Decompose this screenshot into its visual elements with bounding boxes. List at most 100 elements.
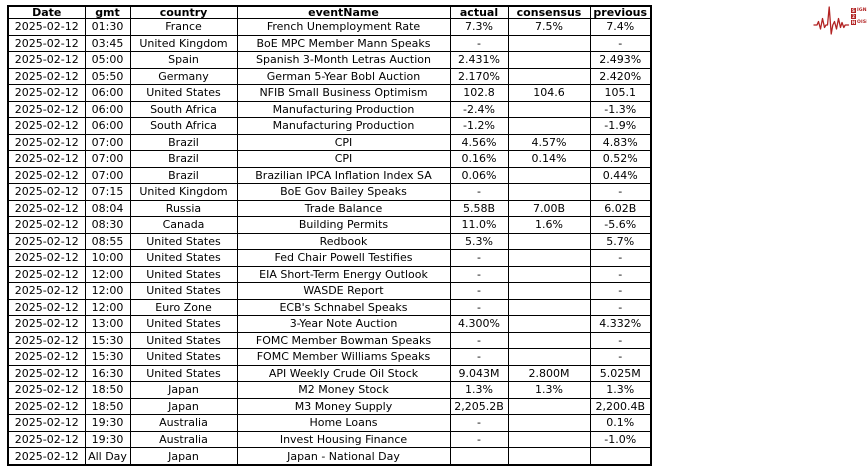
cell-actual: -	[449, 348, 509, 366]
cell-date: 2025-02-12	[7, 397, 86, 415]
cell-consensus: 1.6%	[507, 216, 591, 234]
cell-eventname: 3-Year Note Auction	[236, 315, 451, 333]
table-row: 2025-02-12 01:30 France French Unemployment…	[7, 18, 652, 36]
cell-consensus	[507, 315, 591, 333]
cell-date: 2025-02-12	[7, 199, 86, 217]
cell-gmt: 16:30	[84, 364, 131, 382]
column-header-eventname: eventName	[236, 5, 451, 19]
cell-eventname: EIA Short-Term Energy Outlook	[236, 265, 451, 283]
cell-actual: 2.431%	[449, 51, 509, 69]
cell-previous: -	[589, 348, 652, 366]
cell-previous: 5.025M	[589, 364, 652, 382]
cell-eventname: Brazilian IPCA Inflation Index SA	[236, 166, 451, 184]
cell-country: Russia	[129, 199, 238, 217]
cell-date: 2025-02-12	[7, 166, 86, 184]
cell-gmt: 06:00	[84, 84, 131, 102]
cell-previous: -	[589, 265, 652, 283]
column-header-country: country	[129, 5, 238, 19]
cell-previous: -	[589, 282, 652, 300]
cell-consensus	[507, 331, 591, 349]
cell-country: United States	[129, 84, 238, 102]
cell-consensus: 104.6	[507, 84, 591, 102]
cell-country: Spain	[129, 51, 238, 69]
table-row: 2025-02-12 15:30 United States FOMC Member …	[7, 348, 652, 366]
table-row: 2025-02-12 08:04 Russia Trade Balance 5.58B 7…	[7, 199, 652, 217]
signal2noise-logo: S IGNAL 2 N OISE	[813, 4, 867, 36]
table-row: 2025-02-12 10:00 United States Fed Chair Po…	[7, 249, 652, 267]
cell-eventname: Japan - National Day	[236, 447, 451, 466]
cell-eventname: CPI	[236, 150, 451, 168]
cell-country: Japan	[129, 381, 238, 399]
cell-previous: 2.420%	[589, 67, 652, 85]
table-row: 2025-02-12 08:55 United States Redbook 5.3% 5…	[7, 232, 652, 250]
cell-consensus	[507, 265, 591, 283]
cell-previous: 1.3%	[589, 381, 652, 399]
cell-gmt: 19:30	[84, 414, 131, 432]
cell-eventname: Spanish 3-Month Letras Auction	[236, 51, 451, 69]
cell-previous: 4.83%	[589, 133, 652, 151]
table-row: 2025-02-12 15:30 United States FOMC Member …	[7, 331, 652, 349]
cell-eventname: Invest Housing Finance	[236, 430, 451, 448]
table-row: 2025-02-12 07:00 Brazil Brazilian IPCA Infl…	[7, 166, 652, 184]
cell-date: 2025-02-12	[7, 232, 86, 250]
cell-date: 2025-02-12	[7, 447, 86, 466]
economic-calendar-table: Date gmt country eventName actual consensus pr…	[7, 5, 652, 466]
cell-consensus: 7.00B	[507, 199, 591, 217]
table-row: 2025-02-12 05:00 Spain Spanish 3-Month Letr…	[7, 51, 652, 69]
cell-consensus	[507, 397, 591, 415]
cell-actual: -	[449, 34, 509, 52]
cell-gmt: 18:50	[84, 381, 131, 399]
cell-date: 2025-02-12	[7, 51, 86, 69]
cell-date: 2025-02-12	[7, 414, 86, 432]
table-row: 2025-02-12 07:15 United Kingdom BoE Gov Bai…	[7, 183, 652, 201]
cell-date: 2025-02-12	[7, 67, 86, 85]
table-row: 2025-02-12 13:00 United States 3-Year Note …	[7, 315, 652, 333]
cell-date: 2025-02-12	[7, 430, 86, 448]
cell-eventname: Manufacturing Production	[236, 117, 451, 135]
table-row: 2025-02-12 12:00 United States WASDE Report…	[7, 282, 652, 300]
heartbeat-icon	[813, 6, 850, 35]
cell-eventname: FOMC Member Williams Speaks	[236, 348, 451, 366]
cell-eventname: BoE MPC Member Mann Speaks	[236, 34, 451, 52]
cell-consensus	[507, 282, 591, 300]
cell-date: 2025-02-12	[7, 249, 86, 267]
cell-eventname: M2 Money Stock	[236, 381, 451, 399]
cell-consensus: 7.5%	[507, 18, 591, 36]
cell-eventname: ECB's Schnabel Speaks	[236, 298, 451, 316]
cell-previous: -1.3%	[589, 100, 652, 118]
cell-date: 2025-02-12	[7, 18, 86, 36]
cell-gmt: 10:00	[84, 249, 131, 267]
cell-gmt: 01:30	[84, 18, 131, 36]
cell-country: United States	[129, 348, 238, 366]
cell-gmt: 12:00	[84, 298, 131, 316]
cell-consensus: 4.57%	[507, 133, 591, 151]
cell-actual: -	[449, 430, 509, 448]
table-row: 2025-02-12 All Day Japan Japan - National D…	[7, 447, 652, 466]
cell-actual: -	[449, 249, 509, 267]
logo-letter-2: 2	[851, 14, 856, 19]
cell-gmt: 08:04	[84, 199, 131, 217]
cell-consensus: 2.800M	[507, 364, 591, 382]
cell-eventname: FOMC Member Bowman Speaks	[236, 331, 451, 349]
table-row: 2025-02-12 06:00 United States NFIB Small B…	[7, 84, 652, 102]
table-body: 2025-02-12 01:30 France French Unemployment…	[7, 18, 652, 466]
cell-actual: -	[449, 282, 509, 300]
table-row: 2025-02-12 05:50 Germany German 5-Year Bobl…	[7, 67, 652, 85]
cell-previous: -	[589, 331, 652, 349]
table-row: 2025-02-12 06:00 South Africa Manufacturing…	[7, 117, 652, 135]
logo-line1-rest: IGNAL	[857, 8, 867, 13]
cell-actual: -	[449, 298, 509, 316]
cell-previous: 2.493%	[589, 51, 652, 69]
cell-actual: -2.4%	[449, 100, 509, 118]
cell-actual: -	[449, 183, 509, 201]
cell-country: United States	[129, 315, 238, 333]
column-header-date: Date	[7, 5, 86, 19]
cell-country: Brazil	[129, 150, 238, 168]
cell-eventname: Redbook	[236, 232, 451, 250]
cell-previous: 7.4%	[589, 18, 652, 36]
cell-previous: 0.1%	[589, 414, 652, 432]
cell-previous: -	[589, 183, 652, 201]
cell-actual: 1.3%	[449, 381, 509, 399]
cell-actual: 5.58B	[449, 199, 509, 217]
